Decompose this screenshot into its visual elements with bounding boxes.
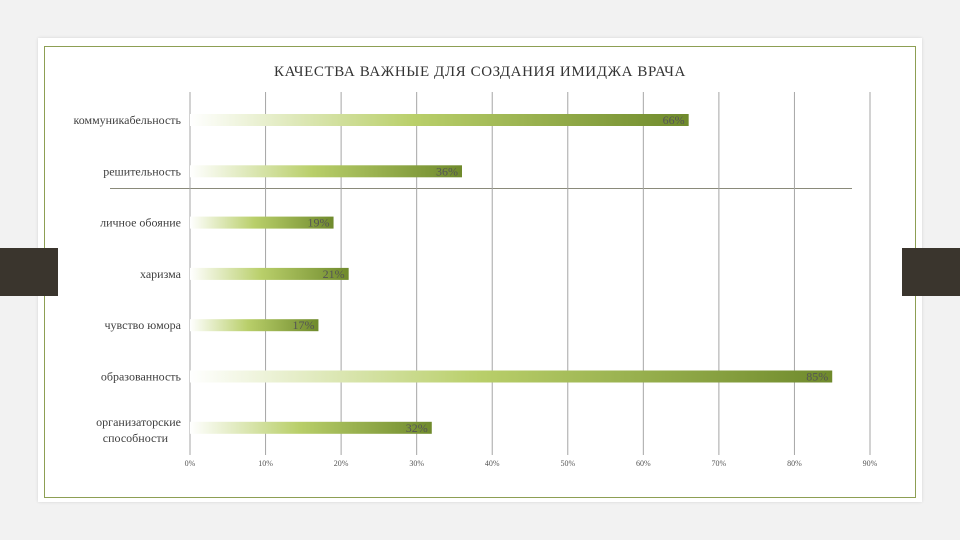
category-label: чувство юмора [104,318,181,332]
data-label: 17% [292,318,314,332]
category-label: личное обояние [100,216,181,230]
data-label: 32% [406,421,428,435]
category-label: организаторские [96,415,181,429]
bar [190,319,319,332]
chart-title: КАЧЕСТВА ВАЖНЫЕ ДЛЯ СОЗДАНИЯ ИМИДЖА ВРАЧ… [274,64,686,80]
category-label: решительность [103,164,181,178]
x-tick-label: 50% [560,459,575,468]
x-tick-label: 40% [485,459,500,468]
bar [190,165,462,178]
bar [190,114,689,126]
x-tick-label: 20% [334,459,349,468]
x-tick-label: 80% [787,459,802,468]
category-label: образованность [101,370,182,384]
x-tick-label: 60% [636,459,651,468]
data-label: 19% [308,216,330,230]
bar [190,421,432,434]
label-layer: 0% 10% 20% 30% 40% 50% 60% 70% 80% 90% 66% коммуник… [74,113,878,468]
data-label: 36% [436,164,458,178]
data-label: 85% [806,370,828,384]
bar-layer [190,114,833,434]
x-tick-label: 10% [258,459,273,468]
decor-line [110,188,852,189]
x-tick-label: 30% [409,459,424,468]
bar [190,370,833,383]
x-tick-label: 90% [863,459,878,468]
category-label: коммуникабельность [74,113,182,127]
data-label: 21% [323,267,345,281]
bar [190,267,349,280]
x-tick-label: 0% [185,459,196,468]
x-tick-label: 70% [712,459,727,468]
category-label: харизма [140,267,182,281]
right-decor-tab [902,248,960,296]
bar [190,216,334,229]
left-decor-tab [0,248,58,296]
data-label: 66% [663,113,685,127]
category-label: способности [103,431,169,445]
